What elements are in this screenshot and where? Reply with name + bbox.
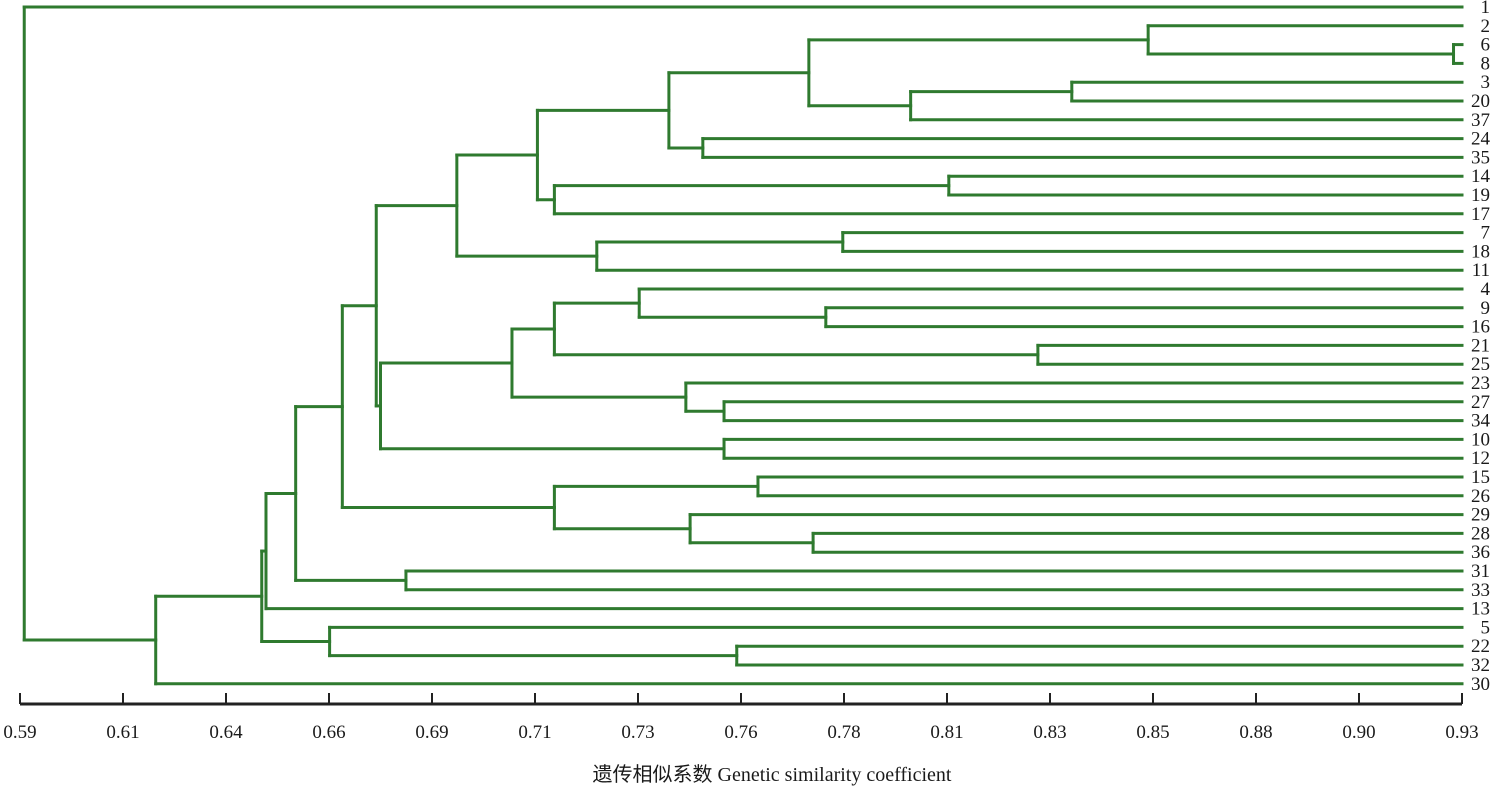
leaf-label-15: 15 [1471, 467, 1490, 488]
x-tick-label: 0.85 [1136, 722, 1169, 743]
leaf-label-8: 8 [1481, 53, 1491, 74]
x-tick-label: 0.81 [930, 722, 963, 743]
leaf-label-24: 24 [1471, 129, 1491, 150]
leaf-label-32: 32 [1471, 655, 1490, 676]
leaf-label-9: 9 [1481, 298, 1491, 319]
x-tick-label: 0.64 [209, 722, 243, 743]
x-tick-label: 0.76 [724, 722, 757, 743]
x-tick-label: 0.83 [1033, 722, 1066, 743]
leaf-label-26: 26 [1471, 486, 1490, 507]
leaf-label-12: 12 [1471, 448, 1490, 469]
leaf-label-2: 2 [1481, 16, 1491, 37]
leaf-label-10: 10 [1471, 429, 1490, 450]
leaf-label-21: 21 [1471, 335, 1490, 356]
x-tick-label: 0.93 [1445, 722, 1478, 743]
leaf-label-23: 23 [1471, 373, 1490, 394]
x-tick-label: 0.66 [312, 722, 345, 743]
x-axis: 0.59 0.61 0.64 0.66 0.69 0.71 0.73 0.76 0.78 0.81… [3, 693, 1479, 743]
leaf-label-17: 17 [1471, 204, 1490, 225]
leaf-label-16: 16 [1471, 317, 1490, 338]
leaf-label-5: 5 [1481, 617, 1491, 638]
leaf-labels: 1268320372435141917718114916212523273410… [1471, 0, 1491, 695]
dendrogram-branches [22, 5, 1464, 686]
x-tick-label: 0.90 [1342, 722, 1375, 743]
x-tick-label: 0.69 [415, 722, 448, 743]
leaf-label-1: 1 [1481, 0, 1491, 18]
x-tick-label: 0.88 [1239, 722, 1272, 743]
x-tick-label: 0.59 [3, 722, 36, 743]
leaf-label-30: 30 [1471, 674, 1490, 695]
leaf-label-18: 18 [1471, 241, 1490, 262]
leaf-label-36: 36 [1471, 542, 1490, 563]
leaf-label-6: 6 [1481, 35, 1491, 56]
leaf-label-3: 3 [1481, 72, 1491, 93]
x-tick-label: 0.61 [106, 722, 139, 743]
leaf-label-14: 14 [1471, 166, 1491, 187]
leaf-label-19: 19 [1471, 185, 1490, 206]
leaf-label-29: 29 [1471, 505, 1490, 526]
leaf-label-28: 28 [1471, 523, 1490, 544]
x-tick-label: 0.78 [827, 722, 860, 743]
leaf-label-34: 34 [1471, 411, 1491, 432]
leaf-label-25: 25 [1471, 354, 1490, 375]
x-axis-title: 遗传相似系数 Genetic similarity coefficient [593, 763, 952, 786]
leaf-label-35: 35 [1471, 147, 1490, 168]
leaf-label-7: 7 [1481, 223, 1491, 244]
leaf-label-11: 11 [1472, 260, 1490, 281]
x-tick-label: 0.73 [621, 722, 654, 743]
leaf-label-22: 22 [1471, 636, 1490, 657]
leaf-label-31: 31 [1471, 561, 1490, 582]
leaf-label-27: 27 [1471, 392, 1490, 413]
leaf-label-20: 20 [1471, 91, 1490, 112]
x-tick-label: 0.71 [518, 722, 551, 743]
leaf-label-13: 13 [1471, 599, 1490, 620]
leaf-label-4: 4 [1481, 279, 1491, 300]
leaf-label-33: 33 [1471, 580, 1490, 601]
leaf-label-37: 37 [1471, 110, 1490, 131]
